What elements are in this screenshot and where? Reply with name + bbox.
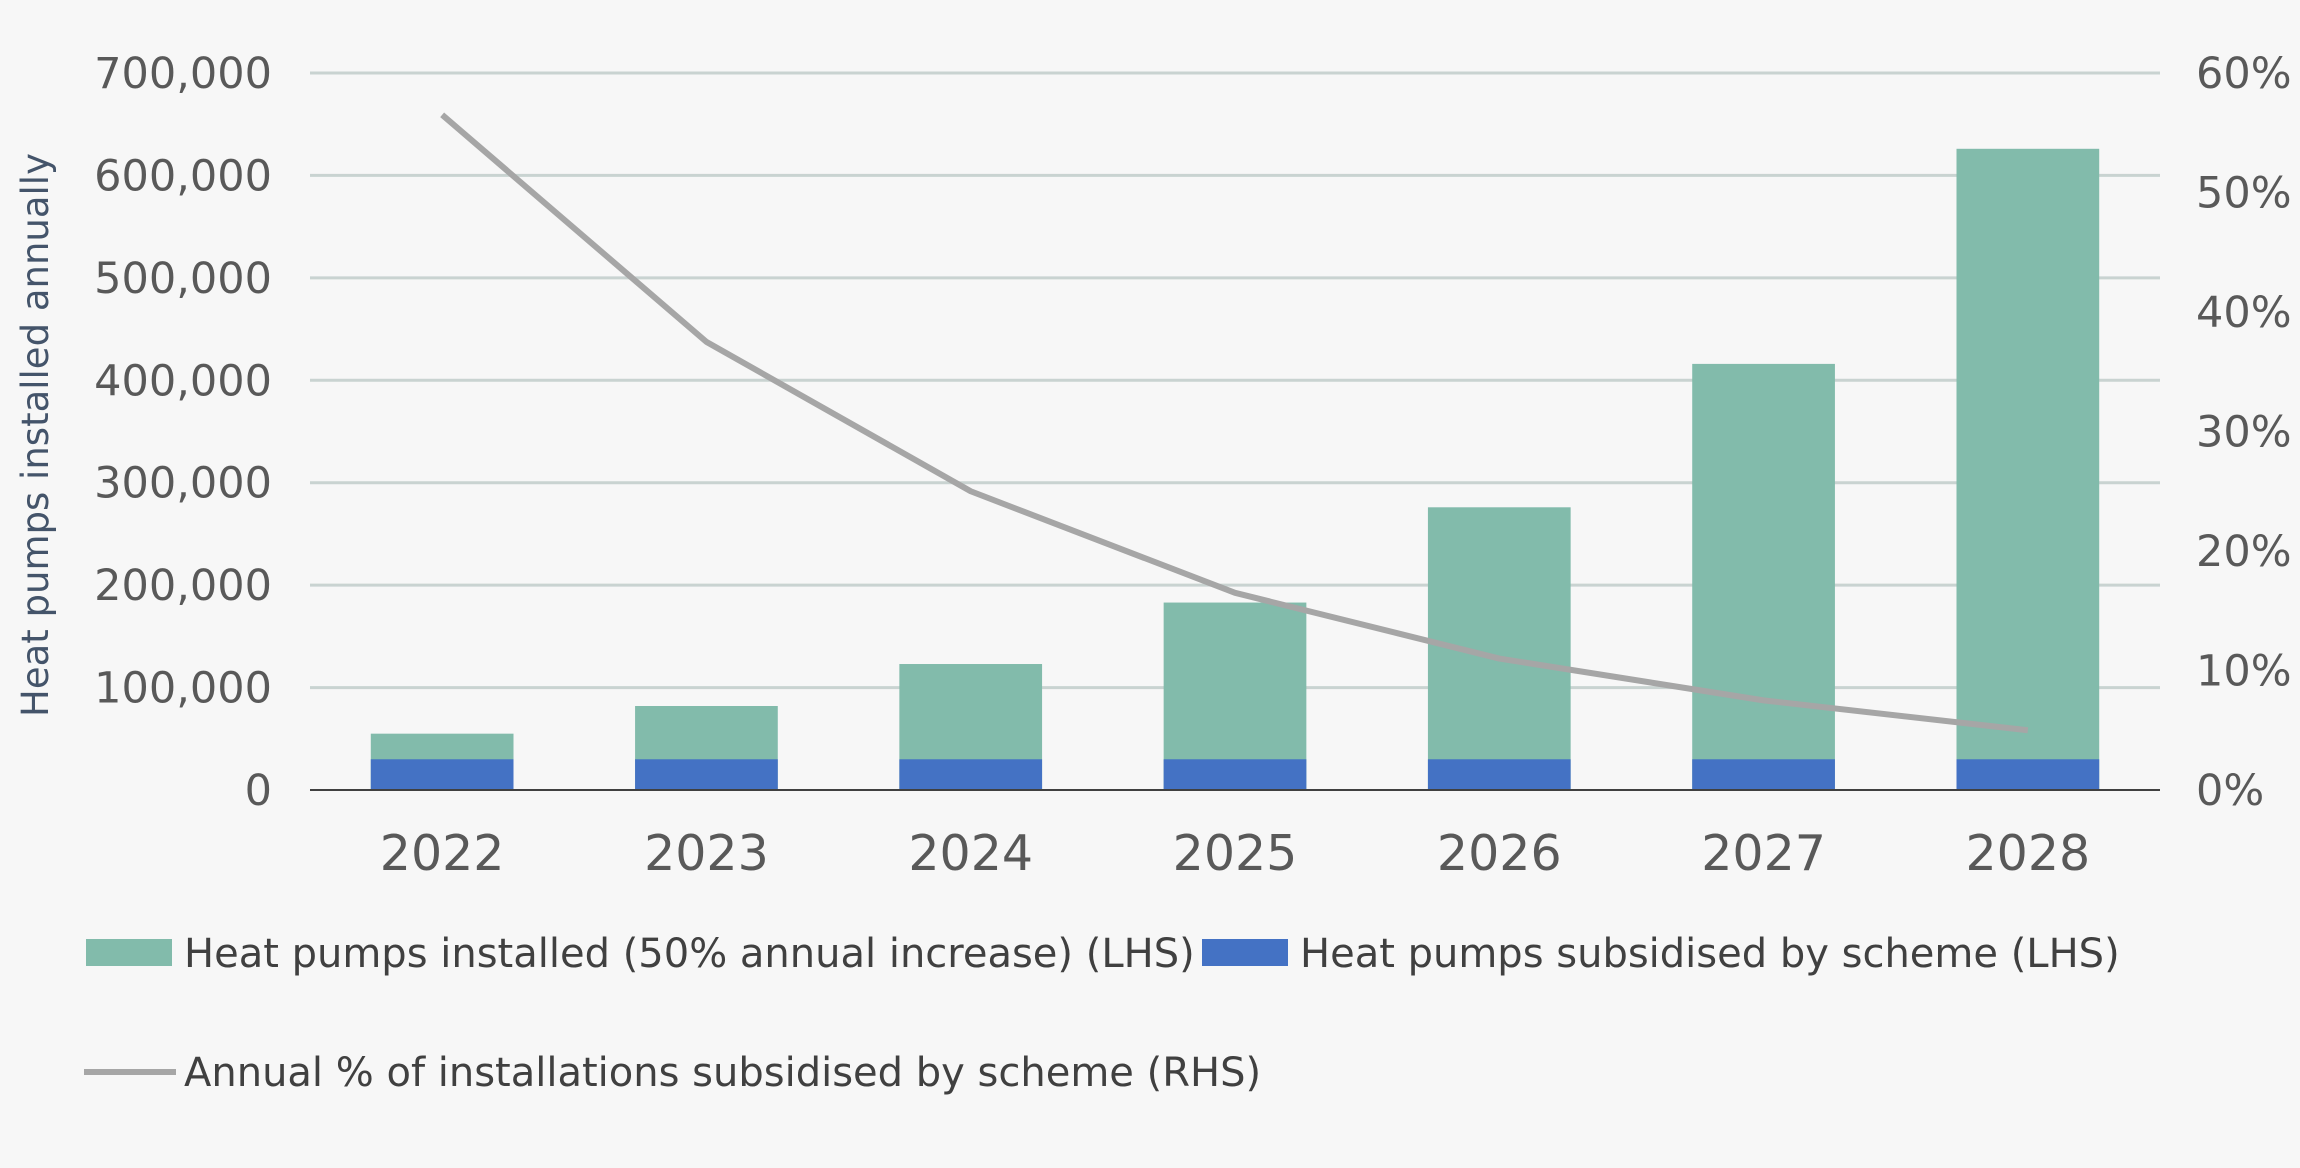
legend-label-installed: Heat pumps installed (50% annual increas… bbox=[184, 931, 1195, 977]
x-tick-label: 2028 bbox=[1966, 825, 2091, 882]
legend-swatch-subsidised bbox=[1202, 939, 1288, 966]
y2-tick-label: 60% bbox=[2196, 49, 2292, 99]
line-series bbox=[440, 112, 2029, 734]
legend-label-subsidised: Heat pumps subsidised by scheme (LHS) bbox=[1300, 931, 2120, 977]
y2-tick-label: 0% bbox=[2196, 766, 2264, 816]
legend: Heat pumps installed (50% annual increas… bbox=[84, 931, 2120, 1096]
y-axis-title: Heat pumps installed annually bbox=[14, 153, 57, 717]
y2-tick-label: 40% bbox=[2196, 288, 2292, 338]
y-tick-label: 200,000 bbox=[94, 561, 272, 611]
x-tick-label: 2027 bbox=[1701, 825, 1826, 882]
x-tick-label: 2023 bbox=[644, 825, 769, 882]
x-axis-ticks: 2022 2023 2024 2025 2026 2027 2028 bbox=[380, 825, 2090, 882]
legend-label-percent: Annual % of installations subsidised by … bbox=[184, 1050, 1261, 1096]
bar-subsidised bbox=[1956, 759, 2100, 790]
y-tick-label: 400,000 bbox=[94, 356, 272, 406]
y-tick-label: 600,000 bbox=[94, 151, 272, 201]
legend-swatch-installed bbox=[86, 939, 172, 966]
bar-installed bbox=[1692, 363, 1835, 790]
bar-subsidised bbox=[370, 759, 514, 790]
x-tick-label: 2024 bbox=[908, 825, 1033, 882]
bar-subsidised bbox=[899, 759, 1043, 790]
bar-installed bbox=[1956, 148, 2100, 791]
line-subsidised-percent bbox=[440, 112, 2029, 734]
x-tick-label: 2022 bbox=[380, 825, 505, 882]
gridlines bbox=[310, 71, 2160, 690]
bar-subsidised bbox=[635, 759, 778, 790]
x-tick-label: 2026 bbox=[1437, 825, 1562, 882]
y2-tick-label: 20% bbox=[2196, 527, 2292, 577]
bar-subsidised bbox=[1427, 759, 1571, 790]
bars bbox=[370, 148, 2100, 791]
y-tick-label: 700,000 bbox=[94, 49, 272, 99]
bar-installed bbox=[1163, 602, 1307, 790]
x-tick-label: 2025 bbox=[1173, 825, 1298, 882]
y-tick-label: 100,000 bbox=[94, 664, 272, 714]
y-tick-label: 0 bbox=[245, 766, 272, 816]
right-axis-ticks: 0% 10% 20% 30% 40% 50% 60% bbox=[2196, 49, 2292, 816]
y-tick-label: 500,000 bbox=[94, 254, 272, 304]
y2-tick-label: 30% bbox=[2196, 408, 2292, 458]
bar-subsidised bbox=[1692, 759, 1835, 790]
y-tick-label: 300,000 bbox=[94, 459, 272, 509]
bar-subsidised bbox=[1163, 759, 1307, 790]
y2-tick-label: 10% bbox=[2196, 647, 2292, 697]
left-axis-ticks: 0 100,000 200,000 300,000 400,000 500,000 600,… bbox=[94, 49, 272, 816]
y2-tick-label: 50% bbox=[2196, 169, 2292, 219]
